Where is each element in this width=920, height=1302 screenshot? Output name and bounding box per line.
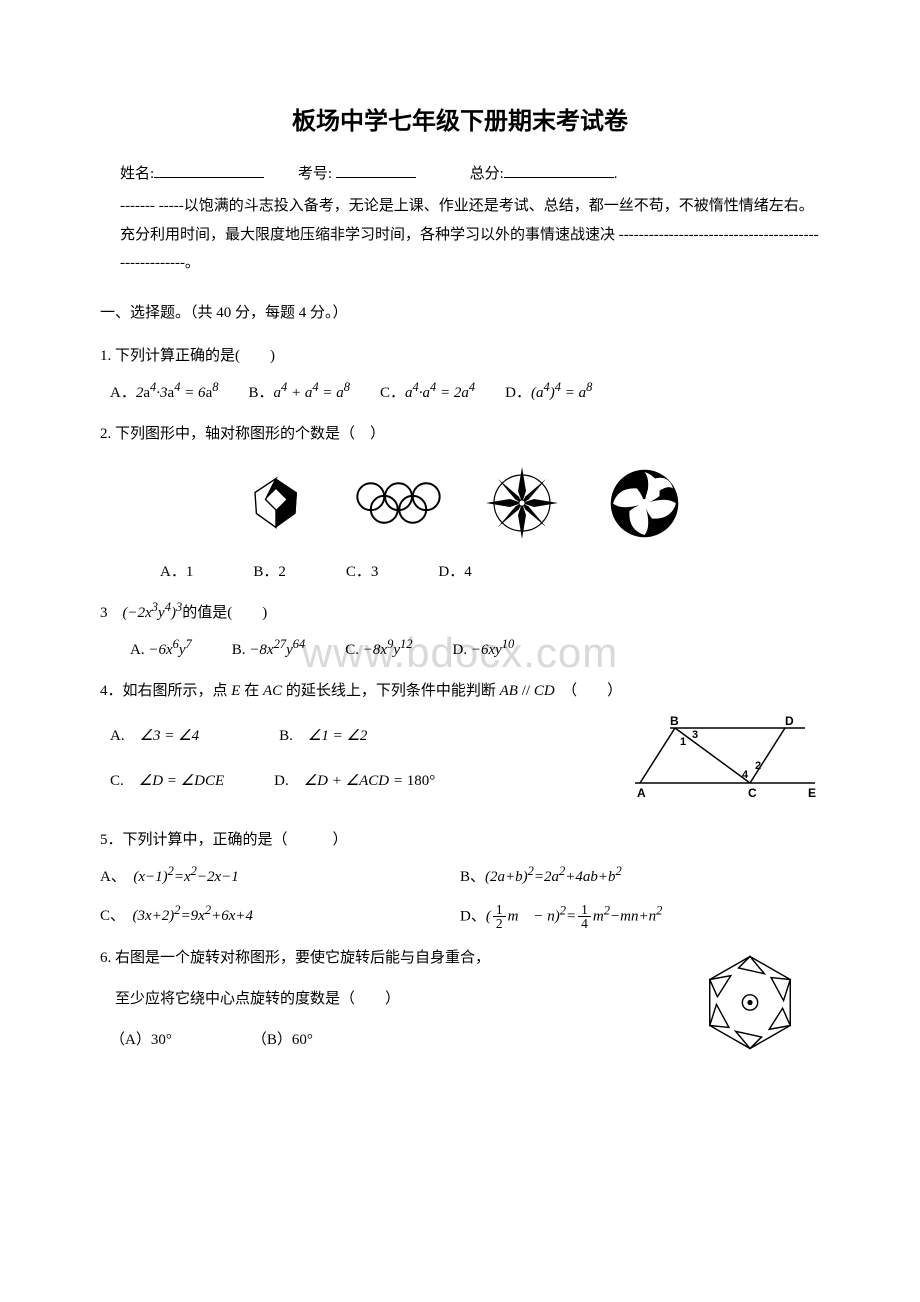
q2-symbol-4 [597,466,692,541]
q2-symbols [100,466,820,541]
svg-text:2: 2 [755,760,761,772]
q5-opt-b: B、(2a+b)2=2a2+4ab+b2 [460,864,820,891]
svg-text:3: 3 [692,729,698,741]
name-label: 姓名: [120,166,154,182]
q2-symbol-2 [351,466,446,541]
q4-opt-b: B. ∠1 = ∠2 [279,723,367,750]
question-1: 1. 下列计算正确的是( ) A．2a4·3a4 = 6a8 B．a4 + a4… [100,343,820,407]
q5-stem: 5．下列计算中，正确的是（ ） [100,827,820,854]
q5-opt-a: A、 (x−1)2=x2−2x−1 [100,864,460,891]
q1-opt-a: A．2a4·3a4 = 6a8 [110,380,218,407]
q3-opt-d: D. −6xy10 [452,637,514,664]
svg-text:B: B [670,714,679,728]
question-5: 5．下列计算中，正确的是（ ） A、 (x−1)2=x2−2x−1 B、(2a+… [100,827,820,931]
page-title: 板场中学七年级下册期末考试卷 [100,100,820,143]
q4-stem: 4．如右图所示，点 E 在 AC 的延长线上，下列条件中能判断 AB // CD… [100,678,820,705]
q2-stem: 2. 下列图形中，轴对称图形的个数是（ ） [100,421,820,448]
q5-opt-d: D、(12m − n)2=14m2−mn+n2 [460,903,820,931]
svg-text:1: 1 [680,736,686,748]
q2-opt-d: D．4 [438,559,471,586]
q4-opt-c: C. ∠D = ∠DCE [110,768,224,795]
q6-options: （A）30° （B）60° [110,1027,670,1054]
q2-opt-a: A．1 [160,559,193,586]
q2-symbol-3 [474,466,569,541]
q6-stem1: 6. 右图是一个旋转对称图形，要使它旋转后能与自身重合， [100,945,670,972]
q4-diagram: B D A C E 1 3 2 4 [630,713,820,813]
q1-opt-c: C．a4·a4 = 2a4 [380,380,475,407]
exam-header: 姓名: 考号: 总分:. [100,161,820,188]
question-6: 6. 右图是一个旋转对称图形，要使它旋转后能与自身重合， 至少应将它绕中心点旋转… [100,945,820,1070]
q1-opt-b: B．a4 + a4 = a8 [248,380,350,407]
exam-no-label: 考号: [298,166,332,182]
q3-opt-b: B. −8x27y64 [232,637,305,664]
period: . [614,166,618,182]
q2-options: A．1 B．2 C．3 D．4 [160,559,820,586]
name-blank[interactable] [154,163,264,178]
svg-text:D: D [785,714,794,728]
svg-text:A: A [637,786,646,800]
q3-options: A. −6x6y7 B. −8x27y64 C. −8x9y12 D. −6xy… [130,637,820,664]
total-blank[interactable] [504,163,614,178]
q3-opt-c: C. −8x9y12 [345,637,412,664]
q4-opt-d: D. ∠D + ∠ACD = 180° [274,768,435,795]
q3-opt-a: A. −6x6y7 [130,637,192,664]
question-2: 2. 下列图形中，轴对称图形的个数是（ ） [100,421,820,586]
q6-stem2: 至少应将它绕中心点旋转的度数是（ ） [100,986,670,1013]
section1-header: 一、选择题。（共 40 分，每题 4 分。） [100,300,820,327]
question-4: 4．如右图所示，点 E 在 AC 的延长线上，下列条件中能判断 AB // CD… [100,678,820,813]
total-label: 总分: [470,166,504,182]
q2-opt-c: C．3 [346,559,379,586]
svg-text:4: 4 [742,769,749,781]
q6-opt-a: （A）30° [110,1027,172,1054]
q4-options-row2: C. ∠D = ∠DCE D. ∠D + ∠ACD = 180° [110,768,610,795]
q1-stem: 1. 下列计算正确的是( ) [100,343,820,370]
svg-text:E: E [808,786,816,800]
motto-text: ------- -----以饱满的斗志投入备考，无论是上课、作业还是考试、总结，… [120,192,820,278]
q1-options: A．2a4·3a4 = 6a8 B．a4 + a4 = a8 C．a4·a4 =… [110,380,820,407]
q4-options-row1: A. ∠3 = ∠4 B. ∠1 = ∠2 [110,723,610,750]
q1-opt-d: D．(a4)4 = a8 [505,380,592,407]
q2-symbol-1 [228,466,323,541]
q3-stem: 3 (−2x3y4)3的值是( ) [100,600,820,627]
q5-opt-c: C、 (3x+2)2=9x2+6x+4 [100,903,460,931]
examno-blank[interactable] [336,163,416,178]
question-3: 3 (−2x3y4)3的值是( ) A. −6x6y7 B. −8x27y64 … [100,600,820,664]
q5-options: A、 (x−1)2=x2−2x−1 B、(2a+b)2=2a2+4ab+b2 C… [100,864,820,931]
q6-opt-b: （B）60° [252,1027,313,1054]
q2-opt-b: B．2 [253,559,286,586]
svg-text:C: C [748,786,757,800]
q6-diagram [690,945,820,1070]
q4-opt-a: A. ∠3 = ∠4 [110,723,199,750]
